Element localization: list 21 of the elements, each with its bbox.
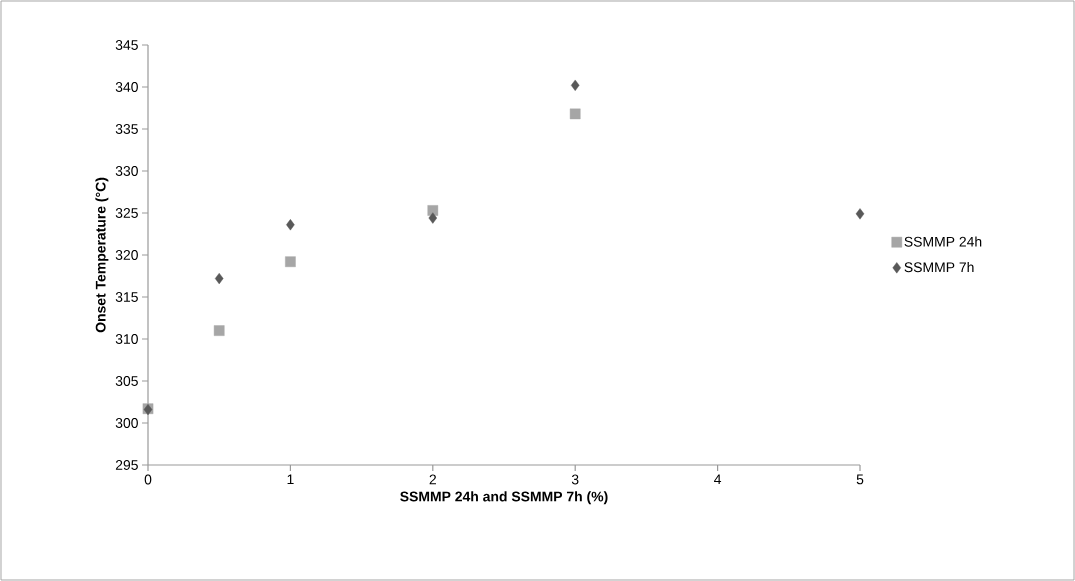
y-tick-label: 315 — [115, 292, 138, 302]
x-tick-label: 5 — [856, 474, 864, 485]
y-tick-label: 300 — [115, 418, 138, 428]
y-tick-label: 310 — [115, 334, 138, 344]
y-tick-label: 335 — [115, 124, 138, 134]
x-tick-label: 3 — [571, 474, 579, 485]
y-tick-label: 295 — [115, 460, 138, 470]
y-tick-label: 345 — [115, 40, 138, 50]
x-tick-label: 0 — [144, 474, 152, 485]
y-tick-label: 340 — [115, 82, 138, 92]
x-tick-label: 1 — [287, 474, 294, 485]
y-tick-label: 305 — [115, 376, 138, 386]
y-tick-label: 320 — [115, 250, 138, 260]
x-tick-label: 2 — [429, 474, 436, 485]
y-tick-label: 330 — [115, 166, 138, 176]
x-axis-title: SSMMP 24h and SSMMP 7h (%) — [400, 491, 608, 505]
legend-label: SSMMP 7h — [904, 261, 974, 273]
legend-label: SSMMP 24h — [904, 236, 982, 247]
x-tick-label: 4 — [714, 474, 722, 485]
y-axis-title: Onset Temperature (°C) — [95, 177, 109, 333]
y-tick-label: 325 — [115, 208, 138, 218]
